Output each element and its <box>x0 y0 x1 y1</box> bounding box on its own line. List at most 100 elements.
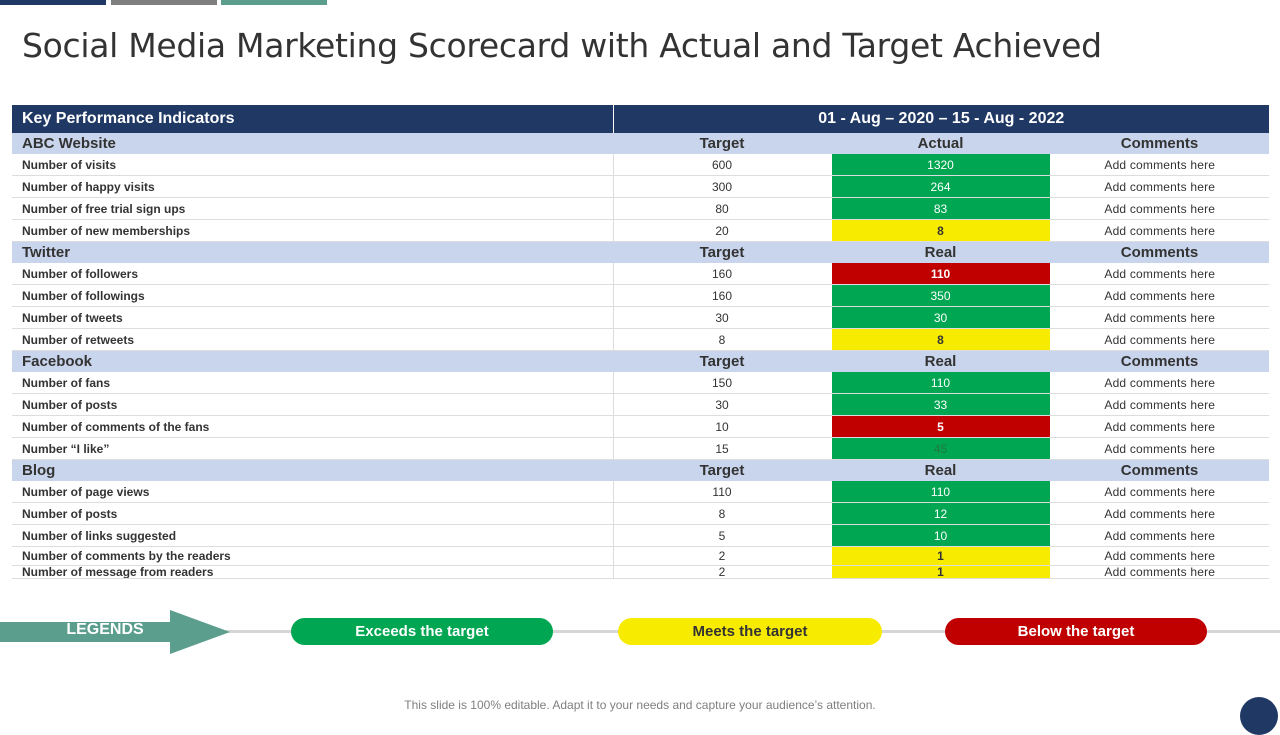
actual-value-green: 83 <box>830 197 1051 220</box>
actual-value-green: 350 <box>830 284 1051 307</box>
table-row: Number of retweets 8 8 Add comments here <box>12 328 1270 351</box>
kpi-name: Number of new memberships <box>12 219 614 242</box>
comment-cell[interactable]: Add comments here <box>1050 284 1270 307</box>
table-row: Number of happy visits 300 264 Add comments… <box>12 175 1270 198</box>
section-actual-label: Real <box>831 459 1050 481</box>
target-value: 600 <box>613 154 831 176</box>
comment-cell[interactable]: Add comments here <box>1050 415 1270 438</box>
kpi-name: Number of followings <box>12 284 614 307</box>
target-value: 300 <box>613 175 831 198</box>
table-row: Number of visits 600 1320 Add comments here <box>12 154 1270 176</box>
kpi-name: Number of visits <box>12 154 614 176</box>
section-name: Facebook <box>12 350 613 372</box>
table-row: Number of comments by the readers 2 1 Add c… <box>12 546 1270 566</box>
actual-value-red: 110 <box>830 263 1051 285</box>
section-target-label: Target <box>613 241 831 263</box>
table-row: Number of posts 8 12 Add comments here <box>12 502 1270 525</box>
section-header-row: Blog Target Real Comments <box>12 459 1270 481</box>
legend-label: LEGENDS <box>66 621 144 638</box>
actual-value-yellow: 8 <box>830 328 1051 351</box>
actual-value-green: 12 <box>830 502 1051 525</box>
scorecard-table: Key Performance Indicators 01 - Aug – 20… <box>12 105 1270 579</box>
target-value: 15 <box>613 437 831 460</box>
legend-below-pill: Below the target <box>945 618 1207 645</box>
actual-value-green: 33 <box>830 393 1051 416</box>
comment-cell[interactable]: Add comments here <box>1050 328 1270 351</box>
comment-cell[interactable]: Add comments here <box>1050 393 1270 416</box>
kpi-name: Number of free trial sign ups <box>12 197 614 220</box>
section-actual-label: Real <box>831 350 1050 372</box>
corner-decoration <box>1240 697 1278 735</box>
comment-cell[interactable]: Add comments here <box>1050 481 1270 503</box>
section-name: Twitter <box>12 241 613 263</box>
kpi-name: Number of page views <box>12 481 614 503</box>
actual-value-yellow: 1 <box>830 565 1051 579</box>
table-row: Number of message from readers 2 1 Add comm… <box>12 565 1270 579</box>
section-comments-label: Comments <box>1050 133 1270 154</box>
actual-value-green: 10 <box>830 524 1051 547</box>
table-row: Number “I like” 15 45 Add comments here <box>12 437 1270 460</box>
actual-value-green: 110 <box>830 372 1051 394</box>
kpi-name: Number “I like” <box>12 437 614 460</box>
comment-cell[interactable]: Add comments here <box>1050 175 1270 198</box>
kpi-name: Number of message from readers <box>12 565 614 579</box>
comment-cell[interactable]: Add comments here <box>1050 306 1270 329</box>
target-value: 8 <box>613 502 831 525</box>
target-value: 2 <box>613 565 831 579</box>
target-value: 30 <box>613 306 831 329</box>
legend-exceeds-pill: Exceeds the target <box>291 618 553 645</box>
kpi-column-header: Key Performance Indicators <box>12 105 614 133</box>
comment-cell[interactable]: Add comments here <box>1050 502 1270 525</box>
kpi-name: Number of followers <box>12 263 614 285</box>
kpi-name: Number of tweets <box>12 306 614 329</box>
comment-cell[interactable]: Add comments here <box>1050 263 1270 285</box>
comment-cell[interactable]: Add comments here <box>1050 197 1270 220</box>
section-actual-label: Real <box>831 241 1050 263</box>
section-name: Blog <box>12 459 613 481</box>
kpi-name: Number of comments by the readers <box>12 546 614 566</box>
kpi-name: Number of posts <box>12 393 614 416</box>
table-row: Number of new memberships 20 8 Add comments… <box>12 219 1270 242</box>
actual-value-green: 1320 <box>830 154 1051 176</box>
table-row: Number of followings 160 350 Add comments h… <box>12 284 1270 307</box>
section-target-label: Target <box>613 459 831 481</box>
legend-arrow-icon <box>0 610 230 654</box>
kpi-name: Number of retweets <box>12 328 614 351</box>
kpi-name: Number of comments of the fans <box>12 415 614 438</box>
table-row: Number of followers 160 110 Add comments he… <box>12 263 1270 285</box>
section-target-label: Target <box>613 133 831 154</box>
comment-cell[interactable]: Add comments here <box>1050 524 1270 547</box>
kpi-name: Number of links suggested <box>12 524 614 547</box>
section-header-row: Facebook Target Real Comments <box>12 350 1270 372</box>
target-value: 150 <box>613 372 831 394</box>
target-value: 30 <box>613 393 831 416</box>
target-value: 160 <box>613 284 831 307</box>
table-header-row: Key Performance Indicators 01 - Aug – 20… <box>12 105 1270 133</box>
table-row: Number of fans 150 110 Add comments here <box>12 372 1270 394</box>
actual-value-green: 264 <box>830 175 1051 198</box>
comment-cell[interactable]: Add comments here <box>1050 437 1270 460</box>
comment-cell[interactable]: Add comments here <box>1050 219 1270 242</box>
actual-value-red: 5 <box>830 415 1051 438</box>
period-header: 01 - Aug – 2020 – 15 - Aug - 2022 <box>613 105 1270 133</box>
target-value: 110 <box>613 481 831 503</box>
target-value: 20 <box>613 219 831 242</box>
section-actual-label: Actual <box>831 133 1050 154</box>
section-header-row: Twitter Target Real Comments <box>12 241 1270 263</box>
section-comments-label: Comments <box>1050 459 1270 481</box>
target-value: 5 <box>613 524 831 547</box>
comment-cell[interactable]: Add comments here <box>1050 565 1270 579</box>
target-value: 2 <box>613 546 831 566</box>
actual-value-green: 30 <box>830 306 1051 329</box>
page-title: Social Media Marketing Scorecard with Ac… <box>22 26 1102 65</box>
comment-cell[interactable]: Add comments here <box>1050 154 1270 176</box>
actual-value-green: 45 <box>830 437 1051 460</box>
target-value: 8 <box>613 328 831 351</box>
comment-cell[interactable]: Add comments here <box>1050 372 1270 394</box>
actual-value-green: 110 <box>830 481 1051 503</box>
legend-meets-pill: Meets the target <box>618 618 882 645</box>
comment-cell[interactable]: Add comments here <box>1050 546 1270 566</box>
table-row: Number of page views 110 110 Add comments h… <box>12 481 1270 503</box>
actual-value-yellow: 1 <box>830 546 1051 566</box>
footer-note: This slide is 100% editable. Adapt it to… <box>404 698 876 712</box>
